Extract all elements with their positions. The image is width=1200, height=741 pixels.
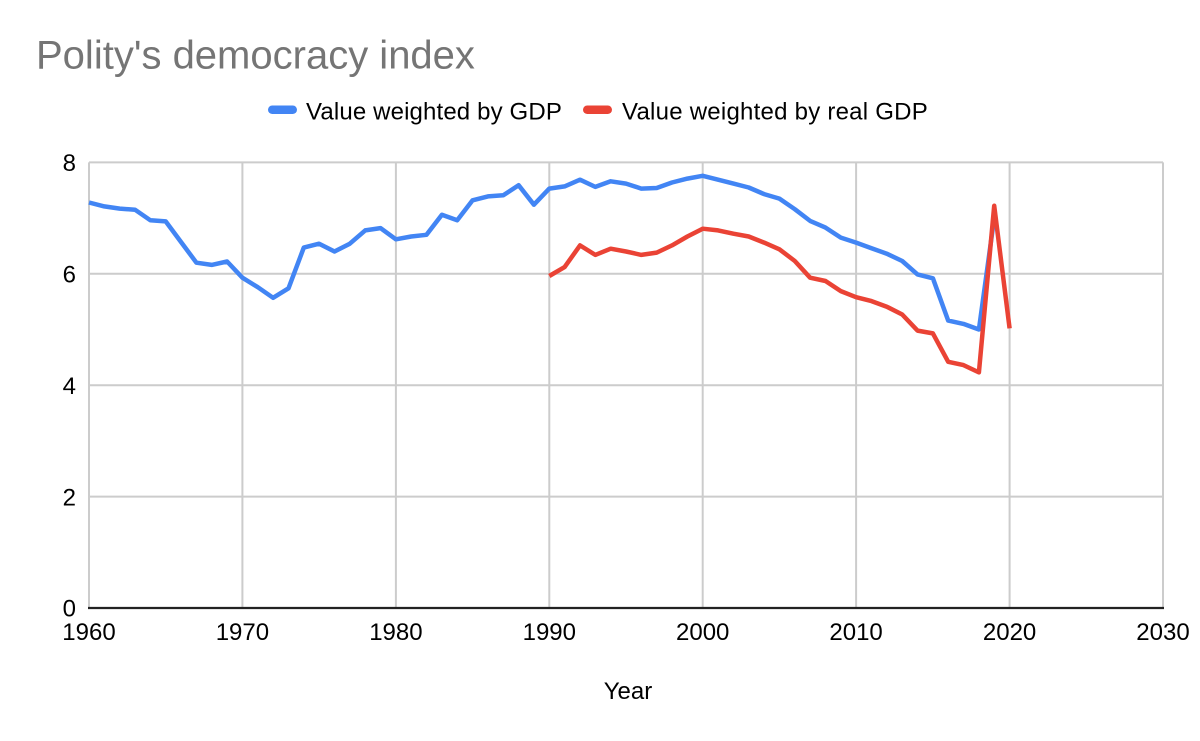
svg-text:4: 4	[63, 373, 76, 400]
svg-text:2000: 2000	[676, 619, 729, 646]
svg-text:Polity's democracy index: Polity's democracy index	[36, 34, 475, 78]
svg-text:1990: 1990	[523, 619, 576, 646]
svg-text:Value weighted by real GDP: Value weighted by real GDP	[622, 99, 928, 126]
svg-text:0: 0	[63, 596, 76, 623]
svg-text:Year: Year	[604, 678, 653, 705]
svg-text:2: 2	[63, 484, 76, 511]
svg-text:2020: 2020	[983, 619, 1036, 646]
svg-text:2030: 2030	[1136, 619, 1189, 646]
svg-text:1980: 1980	[369, 619, 422, 646]
svg-text:1960: 1960	[62, 619, 115, 646]
svg-text:1970: 1970	[216, 619, 269, 646]
svg-text:2010: 2010	[829, 619, 882, 646]
svg-text:Value weighted by GDP: Value weighted by GDP	[306, 99, 562, 126]
svg-text:8: 8	[63, 150, 76, 177]
svg-text:6: 6	[63, 262, 76, 289]
